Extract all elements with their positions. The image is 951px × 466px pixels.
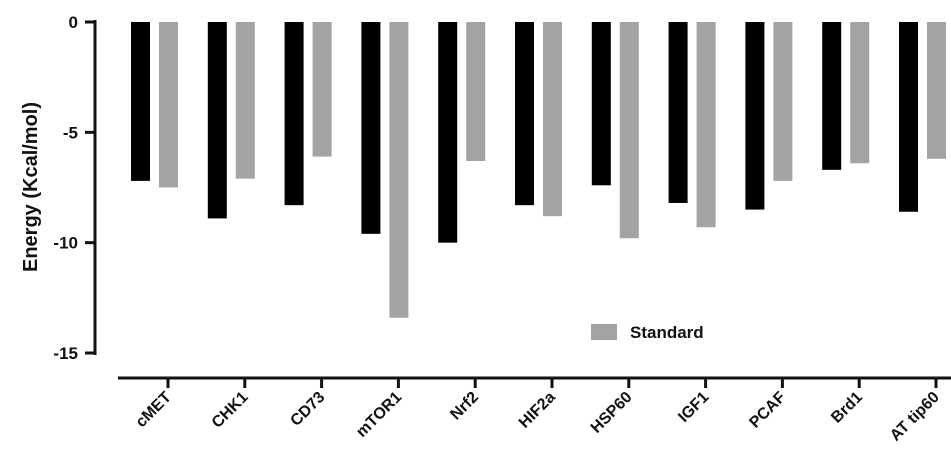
bar-chk1-series-2 <box>235 22 255 179</box>
bar-pcaf-series-1 <box>745 22 765 210</box>
bar-at-tip60-series-1 <box>899 22 918 212</box>
y-tick-label: -15 <box>53 344 78 363</box>
y-ticks: 0 -5 -10 -15 <box>53 13 95 363</box>
bar-hif2a-series-1 <box>515 22 534 206</box>
x-tick-label: HSP60 <box>588 389 636 437</box>
x-tick-label: IGF1 <box>675 389 712 426</box>
bar-nrf2-series-1 <box>438 22 458 243</box>
bar-pcaf-series-2 <box>773 22 793 181</box>
bar-hsp60-series-1 <box>591 22 611 186</box>
bar-igf1-series-2 <box>696 22 716 228</box>
legend: Standard <box>591 323 704 342</box>
x-tick-label: PCAF <box>746 389 789 432</box>
y-tick-label: 0 <box>69 13 78 32</box>
bar-hif2a-series-2 <box>543 22 562 217</box>
bars <box>131 22 946 318</box>
bar-chk1-series-1 <box>207 22 227 219</box>
axes <box>93 20 951 380</box>
bar-brd1-series-1 <box>822 22 842 170</box>
x-tick-label: HIF2a <box>516 389 559 432</box>
bar-mtor1-series-1 <box>361 22 381 234</box>
x-tick-label: Brd1 <box>828 389 866 427</box>
bar-nrf2-series-2 <box>466 22 486 162</box>
y-tick-label: -10 <box>53 234 78 253</box>
y-tick-label: -5 <box>63 123 78 142</box>
x-tick-label: mTOR1 <box>353 389 405 441</box>
x-ticks: cMET CHK1 CD73 mTOR1 Nrf2 HIF2a HSP60 IGF1 PCAF B… <box>133 378 943 445</box>
y-axis-title: Energy (Kcal/mol) <box>20 102 42 272</box>
x-tick-label: cMET <box>133 389 175 431</box>
bar-at-tip60-series-2 <box>927 22 946 159</box>
bar-igf1-series-1 <box>668 22 688 203</box>
bar-hsp60-series-2 <box>619 22 639 239</box>
bar-cd73-series-1 <box>284 22 304 206</box>
bar-brd1-series-2 <box>850 22 870 164</box>
x-tick-label: CD73 <box>287 389 328 430</box>
x-tick-label: Nrf2 <box>447 389 482 424</box>
bar-cd73-series-2 <box>312 22 332 157</box>
x-tick-label: AT tip60 <box>887 389 943 445</box>
legend-swatch-standard <box>591 324 617 340</box>
x-tick-label: CHK1 <box>209 389 252 432</box>
bar-cmet-series-1 <box>131 22 150 181</box>
bar-cmet-series-2 <box>159 22 178 188</box>
legend-label-standard: Standard <box>630 323 704 342</box>
bar-mtor1-series-2 <box>389 22 409 318</box>
